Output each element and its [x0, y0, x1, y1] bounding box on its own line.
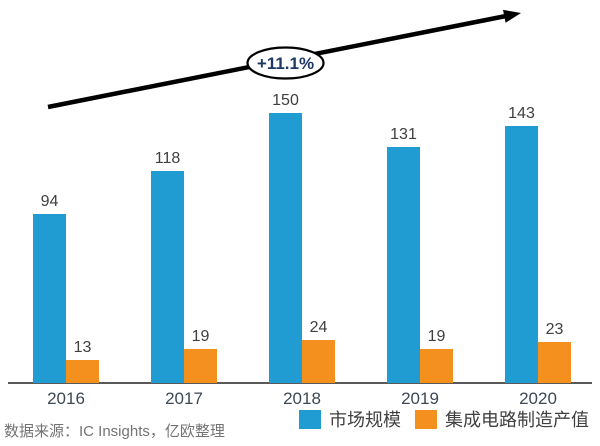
bar-value-label: 118	[154, 150, 181, 167]
market-scale-bar-2017[interactable]: 118	[151, 150, 184, 383]
year-label-2018: 2018	[283, 389, 321, 408]
bar-value-label: 150	[272, 92, 299, 109]
bar-value-label: 13	[73, 339, 92, 356]
bar-value-label: 19	[191, 328, 210, 345]
bar-value-label: 24	[309, 319, 328, 336]
source-note: 数据来源：IC Insights，亿欧整理	[4, 423, 225, 440]
ic-output-bar-2018[interactable]: 24	[302, 319, 335, 383]
year-label-2016: 2016	[47, 389, 85, 408]
bar-value-label: 131	[390, 126, 417, 143]
ic-output-bar-2016[interactable]: 13	[66, 339, 99, 383]
year-label-2017: 2017	[165, 389, 203, 408]
market-scale-bar-2016[interactable]: 94	[33, 193, 66, 383]
legend-label-ic-output: 集成电路制造产值	[445, 410, 589, 430]
ic-output-bar-2019[interactable]: 19	[420, 328, 453, 383]
bar-group-2019: 131 19 2019	[387, 0, 453, 408]
bar-group-2018: 150 24 2018	[269, 0, 335, 408]
ic-output-bar-2020[interactable]: 23	[538, 321, 571, 383]
legend: 市场规模 集成电路制造产值	[299, 406, 589, 432]
bar-value-label: 19	[427, 328, 446, 345]
market-scale-bar-2018[interactable]: 150	[269, 92, 302, 383]
bar-group-2020: 143 23 2020	[505, 0, 571, 408]
bar-value-label: 23	[545, 321, 564, 338]
bar-group-2017: 118 19 2017	[151, 0, 217, 408]
legend-label-market-scale: 市场规模	[329, 410, 401, 430]
bar-value-label: 94	[40, 193, 59, 210]
year-label-2020: 2020	[519, 389, 557, 408]
market-scale-bar-2020[interactable]: 143	[505, 105, 538, 383]
legend-item-market-scale[interactable]: 市场规模	[299, 406, 401, 432]
bar-group-2016: 94 13 2016	[33, 0, 99, 408]
market-scale-bar-2019[interactable]: 131	[387, 126, 420, 383]
bar-value-label: 143	[508, 105, 535, 122]
legend-swatch-blue-icon	[299, 409, 321, 429]
ic-output-bar-2017[interactable]: 19	[184, 328, 217, 383]
legend-swatch-orange-icon	[415, 409, 437, 429]
legend-item-ic-output[interactable]: 集成电路制造产值	[415, 406, 589, 432]
year-label-2019: 2019	[401, 389, 439, 408]
x-axis-line	[8, 382, 592, 384]
